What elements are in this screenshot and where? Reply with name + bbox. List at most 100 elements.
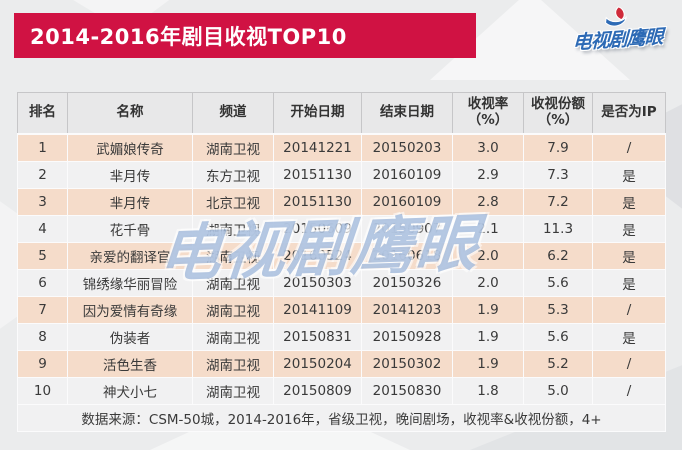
cell-6: 7.2 [523, 188, 593, 216]
cell-1: 芈月传 [67, 188, 193, 216]
column-header-2: 频道 [192, 92, 274, 135]
cell-4: 20150203 [361, 133, 453, 162]
cell-5: 2.9 [452, 161, 524, 189]
cell-5: 1.9 [452, 323, 524, 351]
cell-3: 20151130 [273, 188, 362, 216]
cell-1: 花千骨 [67, 215, 193, 243]
cell-2: 东方卫视 [192, 161, 274, 189]
cell-0: 10 [17, 377, 68, 405]
cell-7: / [592, 133, 666, 162]
title-banner: 2014-2016年剧目收视TOP10 [14, 13, 476, 58]
cell-4: 20160109 [361, 161, 453, 189]
cell-4: 20150907 [361, 215, 453, 243]
cell-6: 11.3 [523, 215, 593, 243]
table-row: 6 锦绣缘华丽冒险 湖南卫视 20150303 20150326 2.0 5.6 是 [17, 269, 666, 297]
cell-1: 锦绣缘华丽冒险 [67, 269, 193, 297]
cell-0: 7 [17, 296, 68, 324]
table-row: 2 芈月传 东方卫视 20151130 20160109 2.9 7.3 是 [17, 161, 666, 189]
cell-2: 湖南卫视 [192, 323, 274, 351]
cell-1: 武媚娘传奇 [67, 133, 193, 162]
cell-0: 6 [17, 269, 68, 297]
cell-4: 20141203 [361, 296, 453, 324]
column-header-1: 名称 [67, 92, 193, 135]
cell-0: 8 [17, 323, 68, 351]
cell-6: 5.6 [523, 269, 593, 297]
cell-7: 是 [592, 215, 666, 243]
table-row: 4 花千骨 湖南卫视 20150609 20150907 2.1 11.3 是 [17, 215, 666, 243]
cell-6: 7.3 [523, 161, 593, 189]
column-header-4: 结束日期 [361, 92, 453, 135]
cell-7: / [592, 296, 666, 324]
cell-1: 亲爱的翻译官 [67, 242, 193, 270]
cell-1: 活色生香 [67, 350, 193, 378]
table-row: 3 芈月传 北京卫视 20151130 20160109 2.8 7.2 是 [17, 188, 666, 216]
cell-2: 湖南卫视 [192, 133, 274, 162]
cell-5: 3.0 [452, 133, 524, 162]
cell-2: 湖南卫视 [192, 215, 274, 243]
table-row: 10 神犬小七 湖南卫视 20150809 20150830 1.8 5.0/ [17, 377, 666, 405]
cell-4: 20150302 [361, 350, 453, 378]
cell-7: 是 [592, 242, 666, 270]
cell-6: 6.2 [523, 242, 593, 270]
cell-5: 1.8 [452, 377, 524, 405]
logo-text: 电视剧鹰眼 [572, 25, 663, 55]
cell-4: 20160109 [361, 188, 453, 216]
logo: 电视剧鹰眼 [561, 2, 674, 56]
cell-2: 湖南卫视 [192, 269, 274, 297]
cell-7: 是 [592, 188, 666, 216]
cell-4: 20150326 [361, 269, 453, 297]
cell-3: 20141221 [273, 133, 362, 162]
cell-6: 5.3 [523, 296, 593, 324]
table-row: 5 亲爱的翻译官 湖南卫视 20160524 20160618 2.0 6.2 是 [17, 242, 666, 270]
cell-0: 3 [17, 188, 68, 216]
cell-3: 20141109 [273, 296, 362, 324]
cell-5: 2.1 [452, 215, 524, 243]
table-row: 9 活色生香 湖南卫视 20150204 20150302 1.9 5.2/ [17, 350, 666, 378]
table-row: 7 因为爱情有奇缘 湖南卫视 20141109 20141203 1.9 5.3/ [17, 296, 666, 324]
cell-6: 5.0 [523, 377, 593, 405]
column-header-0: 排名 [17, 92, 68, 135]
cell-7: 是 [592, 323, 666, 351]
cell-3: 20150809 [273, 377, 362, 405]
cell-1: 伪装者 [67, 323, 193, 351]
cell-1: 芈月传 [67, 161, 193, 189]
source-row: 数据来源：CSM-50城，2014-2016年，省级卫视，晚间剧场，收视率&收视… [17, 404, 666, 432]
cell-1: 因为爱情有奇缘 [67, 296, 193, 324]
cell-3: 20150204 [273, 350, 362, 378]
column-header-3: 开始日期 [273, 92, 362, 135]
cell-5: 2.8 [452, 188, 524, 216]
table-header-row: 排名 名称 频道 开始日期 结束日期 收视率 （%） 收视份额 （%） 是否为IP [17, 92, 666, 135]
cell-3: 20151130 [273, 161, 362, 189]
cell-5: 2.0 [452, 269, 524, 297]
cell-4: 20160618 [361, 242, 453, 270]
cell-0: 1 [17, 133, 68, 162]
cell-0: 4 [17, 215, 68, 243]
ratings-table: 排名 名称 频道 开始日期 结束日期 收视率 （%） 收视份额 （%） 是否为IP 1 武媚娘传… [17, 92, 666, 432]
cell-2: 湖南卫视 [192, 377, 274, 405]
cell-3: 20150831 [273, 323, 362, 351]
column-header-5: 收视率 （%） [452, 92, 524, 135]
cell-7: 是 [592, 161, 666, 189]
cell-0: 2 [17, 161, 68, 189]
cell-6: 5.2 [523, 350, 593, 378]
table-row: 1 武媚娘传奇 湖南卫视 20141221 20150203 3.0 7.9/ [17, 133, 666, 162]
cell-2: 北京卫视 [192, 188, 274, 216]
cell-5: 2.0 [452, 242, 524, 270]
cell-7: / [592, 350, 666, 378]
cell-0: 5 [17, 242, 68, 270]
data-source-note: 数据来源：CSM-50城，2014-2016年，省级卫视，晚间剧场，收视率&收视… [17, 404, 666, 432]
cell-0: 9 [17, 350, 68, 378]
cell-3: 20150609 [273, 215, 362, 243]
table-body: 1 武媚娘传奇 湖南卫视 20141221 20150203 3.0 7.9/2 芈月传 东方卫… [17, 133, 666, 405]
cell-7: 是 [592, 269, 666, 297]
cell-3: 20160524 [273, 242, 362, 270]
cell-6: 5.6 [523, 323, 593, 351]
cell-5: 1.9 [452, 296, 524, 324]
cell-2: 湖南卫视 [192, 242, 274, 270]
cell-1: 神犬小七 [67, 377, 193, 405]
column-header-6: 收视份额 （%） [523, 92, 593, 135]
page-title: 2014-2016年剧目收视TOP10 [30, 24, 347, 49]
cell-2: 湖南卫视 [192, 296, 274, 324]
table-row: 8 伪装者 湖南卫视 20150831 20150928 1.9 5.6 是 [17, 323, 666, 351]
column-header-7: 是否为IP [592, 92, 666, 135]
